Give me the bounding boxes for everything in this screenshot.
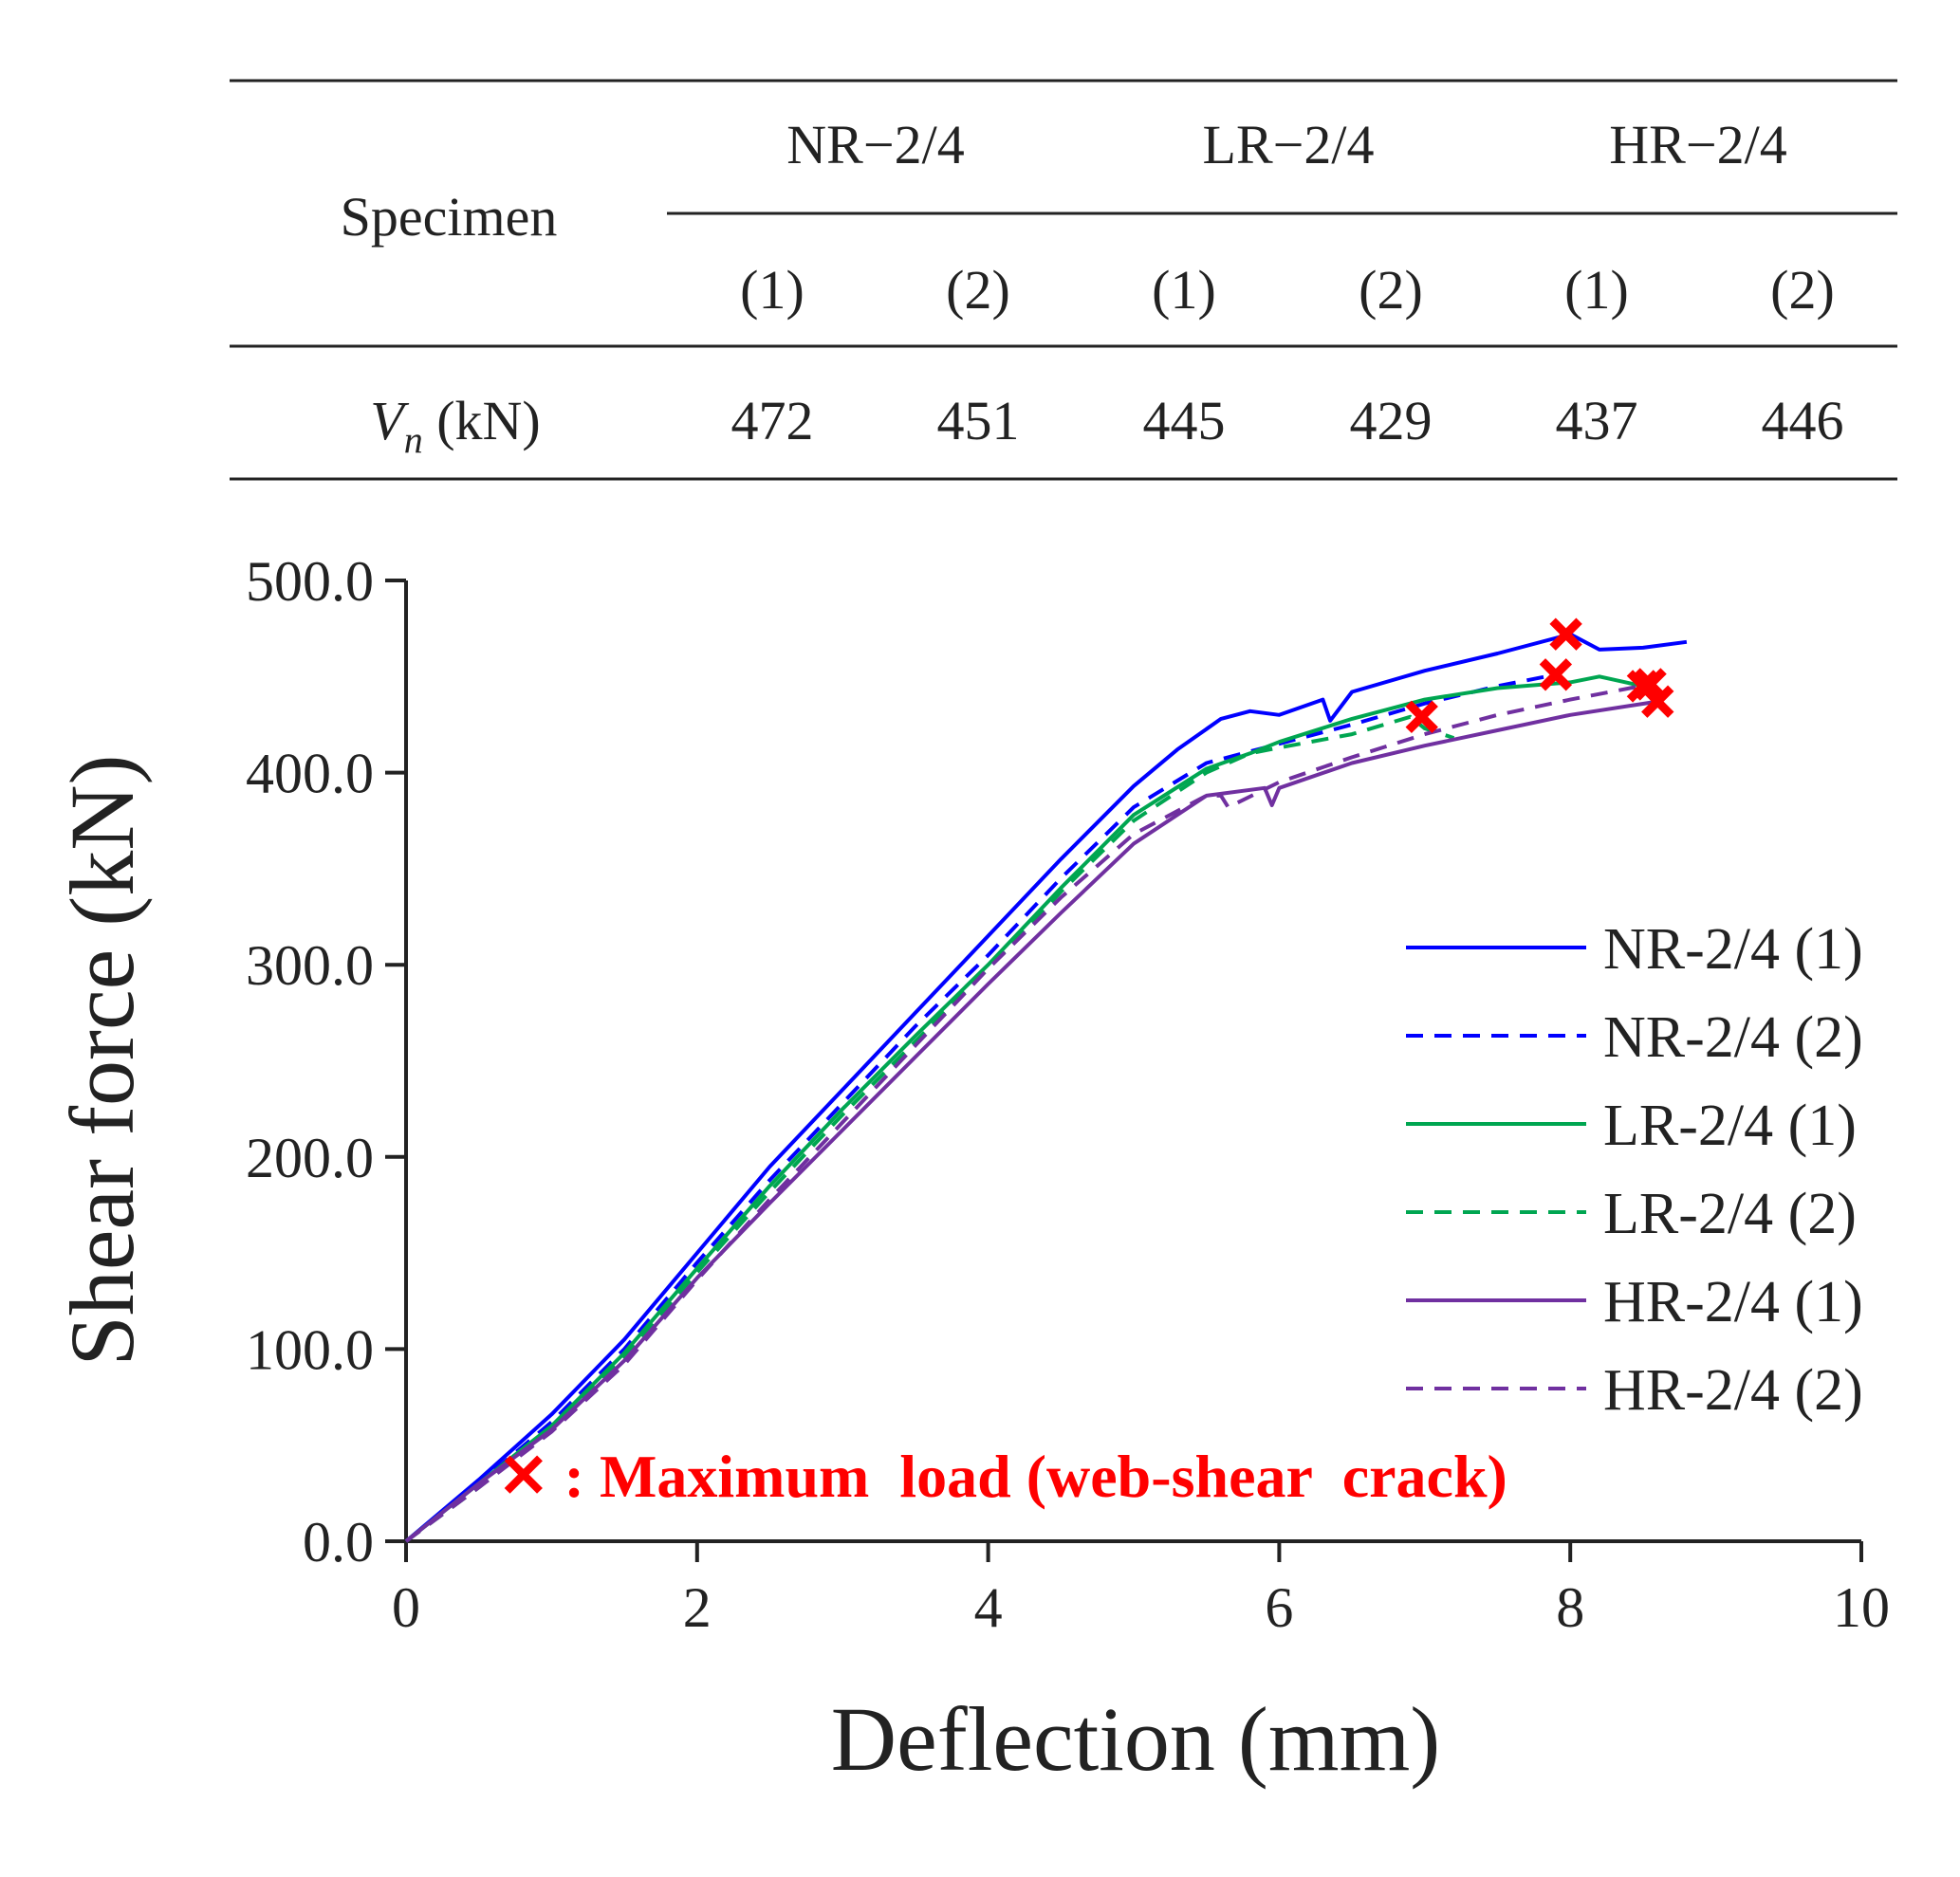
legend-label: LR-2/4 (1) xyxy=(1603,1094,1857,1158)
table-value: 446 xyxy=(1762,390,1844,451)
series-line-hr-2-4-1 xyxy=(404,699,1658,1543)
x-axis-title: Deflection (mm) xyxy=(831,1688,1440,1790)
table-value: 472 xyxy=(731,390,814,451)
y-ticks: 0.0 100.0 200.0 300.0 400.0 500.0 xyxy=(246,550,406,1573)
y-tick-label: 100.0 xyxy=(246,1318,374,1381)
legend-label: HR-2/4 (2) xyxy=(1603,1358,1863,1423)
series-line-nr-2-4-2 xyxy=(404,672,1557,1543)
table-row-header: Specimen xyxy=(341,186,558,248)
legend: NR-2/4 (1) NR-2/4 (2) LR-2/4 (1) LR-2/4 (2)… xyxy=(1406,917,1863,1423)
marker-stroke xyxy=(1549,617,1582,651)
y-tick-label: 0.0 xyxy=(303,1511,374,1573)
value-symbol: V xyxy=(370,390,410,451)
x-tick-label: 0 xyxy=(392,1576,420,1639)
specimen-table: Specimen NR−2/4 LR−2/4 HR−2/4 (1) (2) (1… xyxy=(230,79,1897,481)
y-tick-label: 400.0 xyxy=(246,743,374,805)
x-tick-label: 10 xyxy=(1833,1576,1890,1639)
legend-label: NR-2/4 (2) xyxy=(1603,1005,1863,1070)
marker-stroke xyxy=(1539,658,1573,691)
annotation-text: : Maximum load (web-shear crack) xyxy=(549,1443,1507,1510)
legend-label: LR-2/4 (2) xyxy=(1603,1182,1857,1246)
line-chart: 0.0 100.0 200.0 300.0 400.0 500.0 0 2 4 6 8 10 Def… xyxy=(51,550,1890,1790)
y-axis-title: Shear force (kN) xyxy=(51,755,153,1367)
max-load-marker xyxy=(1539,658,1573,691)
max-load-annotation: ✕ : Maximum load (web-shear crack) xyxy=(498,1443,1507,1510)
table-subheader: (1) xyxy=(740,259,804,321)
table-value: 437 xyxy=(1556,390,1638,451)
series-line-lr-2-4-1 xyxy=(404,674,1644,1543)
table-subheader: (1) xyxy=(1564,259,1629,321)
table-group-header: LR−2/4 xyxy=(1203,114,1375,175)
x-tick-label: 4 xyxy=(974,1576,1003,1639)
legend-label: NR-2/4 (1) xyxy=(1603,917,1863,982)
x-tick-label: 8 xyxy=(1556,1576,1584,1639)
annotation-marker: ✕ xyxy=(498,1443,549,1510)
max-load-marker xyxy=(1634,668,1667,701)
table-value: 451 xyxy=(937,390,1020,451)
max-load-marker xyxy=(1549,617,1582,651)
value-subscript: n xyxy=(404,418,423,461)
x-tick-label: 2 xyxy=(683,1576,712,1639)
max-load-markers xyxy=(1405,617,1674,734)
table-subheader: (2) xyxy=(1359,259,1423,321)
y-tick-label: 300.0 xyxy=(246,934,374,997)
series-lines xyxy=(404,632,1688,1543)
legend-label: HR-2/4 (1) xyxy=(1603,1270,1863,1334)
series-line-nr-2-4-1 xyxy=(404,632,1688,1543)
table-value-label: Vn (kN) xyxy=(370,390,540,461)
max-load-marker xyxy=(1405,700,1438,734)
marker-stroke xyxy=(1641,685,1674,718)
table-value: 429 xyxy=(1350,390,1433,451)
table-group-header: NR−2/4 xyxy=(786,114,964,175)
table-group-header: HR−2/4 xyxy=(1609,114,1786,175)
marker-stroke xyxy=(1405,700,1438,734)
y-tick-label: 200.0 xyxy=(246,1127,374,1189)
table-value: 445 xyxy=(1143,390,1226,451)
value-unit: (kN) xyxy=(423,390,541,451)
series-line-hr-2-4-2 xyxy=(404,682,1651,1543)
x-ticks: 0 2 4 6 8 10 xyxy=(392,1541,1890,1639)
table-subheader: (2) xyxy=(946,259,1010,321)
series-line-lr-2-4-2 xyxy=(404,714,1455,1543)
max-load-marker xyxy=(1641,685,1674,718)
x-tick-label: 6 xyxy=(1265,1576,1293,1639)
marker-stroke xyxy=(1634,668,1667,701)
table-subheader: (1) xyxy=(1152,259,1216,321)
y-tick-label: 500.0 xyxy=(246,550,374,613)
table-subheader: (2) xyxy=(1770,259,1835,321)
